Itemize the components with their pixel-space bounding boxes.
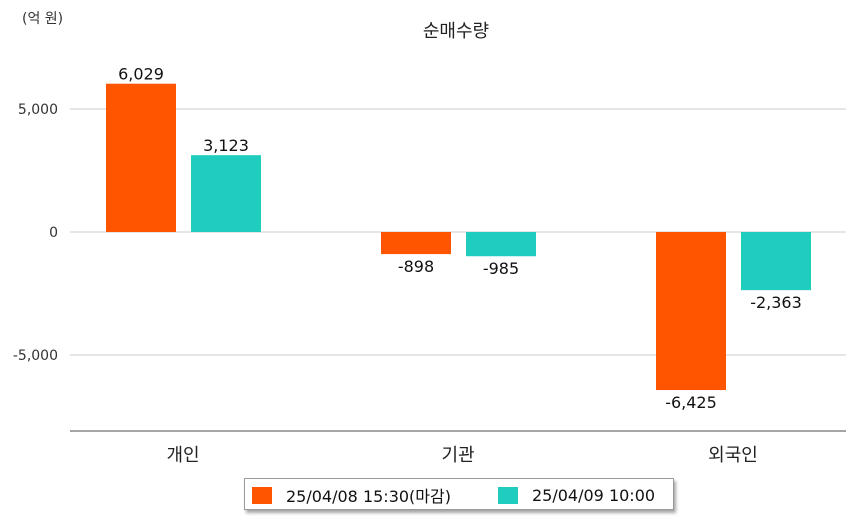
legend-item-series-1: 25/04/08 15:30(마감) (252, 485, 451, 506)
legend-item-series-2: 25/04/09 10:00 (498, 485, 655, 505)
data-label: -2,363 (750, 293, 802, 312)
data-label: -6,425 (665, 393, 717, 412)
bar-2-2 (466, 232, 536, 257)
chart-title: 순매수량 (423, 21, 489, 42)
bar-1-2 (381, 232, 451, 255)
bar-2-1 (191, 155, 261, 232)
data-label: -898 (398, 257, 434, 276)
legend-label-series-1: 25/04/08 15:30(마감) (286, 487, 451, 506)
legend-swatch-series-2 (498, 486, 518, 504)
y-tick-label: -5,000 (13, 348, 58, 364)
x-tick-label: 외국인 (708, 445, 758, 466)
bar-1-3 (656, 232, 726, 391)
legend-swatch-series-1 (252, 486, 272, 504)
data-label: 3,123 (203, 136, 249, 155)
legend-label-series-2: 25/04/09 10:00 (532, 485, 656, 505)
data-label: -985 (483, 259, 519, 278)
y-tick-label: 0 (49, 225, 58, 241)
unit-label: (억 원) (22, 11, 63, 27)
data-label: 6,029 (118, 65, 164, 84)
x-tick-label: 기관 (441, 445, 474, 466)
y-tick-label: 5,000 (18, 102, 58, 118)
chart-legend: 25/04/08 15:30(마감) 25/04/09 10:00 (244, 478, 674, 510)
x-tick-label: 개인 (166, 445, 199, 466)
bar-2-3 (741, 232, 811, 291)
bar-1-1 (106, 83, 176, 232)
